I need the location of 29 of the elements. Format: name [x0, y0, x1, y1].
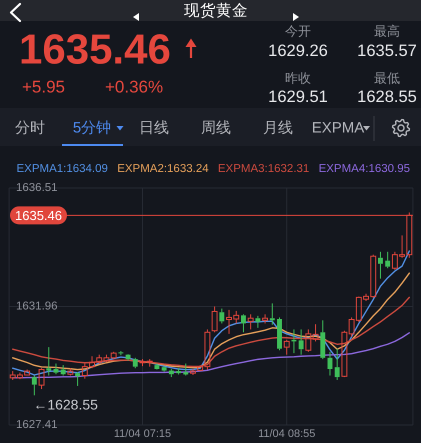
text: 最低: [374, 70, 400, 86]
text: 5分钟: [72, 120, 112, 136]
text: +5.95: [22, 78, 66, 96]
text: +0.36%: [105, 78, 164, 96]
y-tick-label: 1627.41: [16, 419, 58, 431]
text: 周线: [201, 120, 231, 136]
text: 1635.46: [19, 26, 171, 72]
y-tick-label: 1636.51: [16, 182, 58, 194]
chart-title: 现货黄金: [184, 2, 248, 20]
text: 今开: [285, 24, 311, 38]
x-tick-label: 11/04 08:55: [258, 428, 316, 440]
text: 1628.55: [357, 88, 417, 106]
text: 1629.51: [268, 88, 328, 106]
text: 分时: [15, 120, 45, 136]
ref-line-label: 1635.46: [15, 208, 62, 223]
text: 最高: [374, 24, 400, 38]
text: EXPMA3:1632.31: [218, 163, 310, 175]
text: EXPMA: [312, 120, 364, 136]
text: EXPMA2:1633.24: [117, 163, 210, 175]
text: EXPMA1:1634.09: [16, 163, 108, 175]
text: 1629.26: [268, 42, 328, 60]
text: EXPMA4:1630.95: [318, 163, 410, 175]
text: 昨收: [285, 70, 311, 86]
x-tick-label: 11/04 07:15: [114, 428, 172, 440]
text: 月线: [263, 120, 293, 136]
text: 1635.57: [357, 42, 417, 60]
y-tick-label: 1631.96: [16, 300, 58, 312]
text: 日线: [139, 120, 169, 136]
annotation: ←1628.55: [33, 396, 98, 412]
